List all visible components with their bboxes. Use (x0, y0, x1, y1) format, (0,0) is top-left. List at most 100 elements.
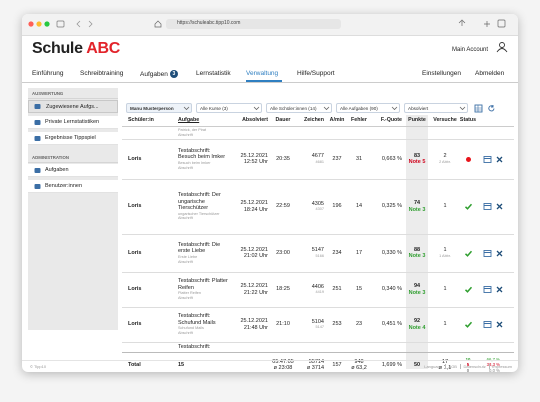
footer-link[interactable]: Datenschutz (463, 364, 486, 369)
cell-duration: 23:00 (272, 234, 294, 272)
footer-link[interactable]: AGB (448, 364, 457, 369)
cell-task: Testabschrift: Platter Reifen Platter Rei… (178, 272, 230, 307)
chars-sub: 4307 (315, 207, 324, 212)
student: Loris (128, 321, 142, 328)
column-header[interactable]: Aufgabe (178, 117, 200, 124)
cell-student: Loris (128, 307, 168, 342)
chevron (183, 106, 190, 111)
sidebar-item[interactable]: Private Lernstatistiken (28, 116, 118, 129)
points: 83 (413, 152, 421, 159)
student: Loris (128, 155, 142, 162)
attempts-sub: ø 1,1 (438, 365, 452, 371)
sidebar-item[interactable]: Ergebnisse Tippspiel (28, 132, 118, 145)
view-icon (483, 203, 491, 210)
nav-item[interactable]: Abmelden (475, 70, 504, 77)
chars: 5104 (311, 318, 324, 325)
account[interactable]: Main Account (452, 47, 489, 53)
delete-icon (496, 156, 502, 162)
nav-label: Verwaltung (246, 70, 279, 77)
apm: 234 (332, 249, 342, 256)
sidebar-item[interactable]: Benutzer:innen (28, 180, 118, 193)
nav-item[interactable]: Einführung (32, 70, 63, 77)
points: 88 (413, 246, 421, 253)
sidebar-sep (28, 98, 118, 99)
cell-task: Testabschrift: Besuch beim Imker Besuch b… (178, 139, 230, 179)
filter-select[interactable]: Alle Aufgaben (90) (336, 103, 400, 113)
apm: 157 (332, 361, 342, 368)
points: 92 (413, 318, 421, 324)
task-type: Abschrift (178, 331, 193, 335)
cell-errors: 23 (348, 307, 370, 342)
account-icon (496, 42, 508, 53)
nav-item[interactable]: Verwaltung (246, 70, 278, 77)
cell-student: Total (128, 353, 168, 372)
table-header: Schüler:in Aufgabe Absolviert Dauer Zeichen A… (122, 115, 514, 127)
cell-points: 74 Note 3 (406, 179, 428, 234)
column-header: A/min (329, 117, 345, 124)
footer-link[interactable]: Impressum (492, 364, 512, 369)
nav-item[interactable]: Aufgaben 3 (140, 70, 178, 78)
table-row: Loris Testabschrift: Platter Reifen Platte… (122, 272, 514, 308)
nav-item[interactable]: Schreibtraining (80, 70, 123, 77)
errors: 17 (355, 249, 363, 256)
cell-rate: 1,699 % (370, 353, 402, 372)
grade: Note 5 (408, 159, 426, 165)
errors: 15 (355, 286, 363, 293)
student: Loris (128, 203, 142, 210)
errors: 14 (355, 203, 363, 210)
attempts: 1 (443, 321, 447, 328)
duration: 22:59 (276, 203, 290, 210)
brand[interactable]: Schule ABC (32, 40, 120, 58)
task-type: Abschrift (178, 133, 193, 137)
cell-chars: 55714 ø 3714 (296, 353, 324, 372)
date: 25.12.2021 (240, 283, 268, 289)
attempts-sub: 2 Abbr. (439, 159, 451, 164)
toolbar-icons (28, 19, 506, 29)
grade: Note 4 (408, 324, 426, 331)
filter-select[interactable]: Manu Musterperson (126, 103, 192, 113)
date: 25.12.2021 (240, 200, 268, 206)
filter-select[interactable]: Alle Schüler:innen (14) (266, 103, 332, 113)
cell-status (460, 179, 476, 234)
filter-select[interactable]: Alle Kurse (3) (196, 103, 262, 113)
cell-points: 83 Note 5 (406, 139, 428, 179)
cell-task: Testabschrift: Der ungarische Tierschütz… (178, 179, 230, 234)
cell-status-counts: 10 5 0 (458, 353, 478, 372)
chevron (323, 106, 330, 111)
cell-date: 25.12.2021 18:24 Uhr (228, 179, 268, 234)
sidebar-item[interactable]: Zugewiesene Aufgs... (28, 100, 118, 113)
cell-student: Loris (128, 139, 168, 179)
time: 21:22 Uhr (243, 289, 268, 296)
chars-sub: 4681 (315, 159, 324, 164)
cell-duration: 21:10 (272, 307, 294, 342)
cell-date: 25.12.2021 21:22 Uhr (228, 272, 268, 307)
cell-errors: 31 (348, 139, 370, 179)
column-header: Dauer (275, 117, 291, 124)
toolbar: https://schuleabc.tipp10.com (22, 14, 518, 36)
nav-item[interactable]: Einstellungen (422, 70, 461, 77)
cell-apm: 237 (328, 139, 346, 179)
cell-errors: 15 (348, 272, 370, 307)
nav-item[interactable]: Hilfe/Support (297, 70, 335, 77)
filter-select[interactable]: Absolviert (404, 103, 468, 113)
table-icon (474, 104, 483, 113)
footer-sep (488, 364, 490, 369)
sidebar-item[interactable]: Aufgaben (28, 164, 118, 177)
attempts: 1 (443, 203, 447, 210)
chevron (253, 106, 260, 111)
cell-duration: 05:47:05 ø 23:08 (272, 353, 294, 372)
apm: 253 (332, 321, 342, 328)
footer-link[interactable]: Language (424, 364, 443, 369)
points: 74 (413, 200, 421, 206)
cell-chars: 5104 5147 (296, 307, 324, 342)
status-icon (464, 286, 472, 293)
nav-item[interactable]: Lernstatistik (196, 70, 231, 77)
sidebar-icon (34, 136, 41, 141)
nav-label: Einstellungen (422, 70, 462, 77)
cell-rate: 0,325 % (370, 179, 402, 234)
attempts: 2 (443, 153, 447, 160)
url[interactable]: https://schuleabc.tipp10.com (177, 20, 241, 26)
cell-status-percent: 66,7 % 33,3 % 0,0 % (476, 353, 500, 372)
nav: Einführung Schreibtraining Aufgaben 3 Lernst… (22, 65, 518, 83)
task-sub: ungarischer Tierschützer (178, 211, 220, 216)
